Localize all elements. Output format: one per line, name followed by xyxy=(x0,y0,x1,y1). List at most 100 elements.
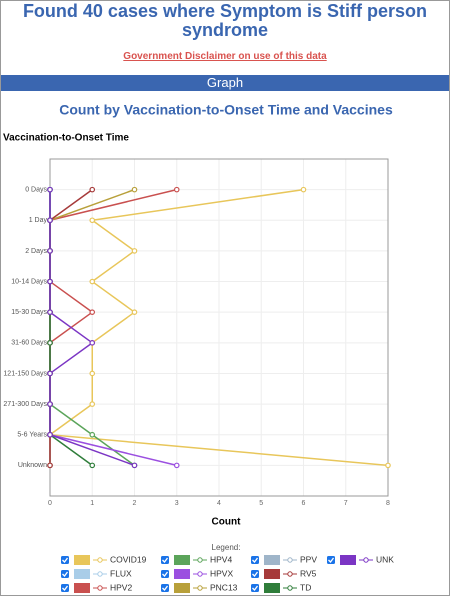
point xyxy=(385,462,391,469)
legend-label: COVID19 xyxy=(110,554,147,564)
legend-checkbox[interactable] xyxy=(61,584,69,592)
legend-swatch xyxy=(264,583,280,593)
legend-swatch xyxy=(264,555,280,565)
legend-label: HPV2 xyxy=(110,582,132,592)
legend-swatch xyxy=(74,583,90,593)
point xyxy=(89,217,96,224)
legend-checkbox[interactable] xyxy=(251,570,259,578)
legend-checkbox[interactable] xyxy=(161,584,169,592)
checkmark xyxy=(162,557,169,563)
x-tick-label: 3 xyxy=(175,500,179,507)
x-tick-label: 8 xyxy=(386,500,390,507)
y-tick-label: 31-60 Days xyxy=(11,340,47,347)
legend-label: TD xyxy=(300,582,311,592)
point xyxy=(131,462,138,469)
legend-title: Legend: xyxy=(212,543,241,552)
y-tick-label: 121-150 Days xyxy=(3,370,47,377)
checkmark xyxy=(62,585,69,591)
x-tick-label: 0 xyxy=(48,500,52,507)
legend-checkbox[interactable] xyxy=(161,556,169,564)
point xyxy=(47,186,53,193)
legend-label: RV5 xyxy=(300,568,317,578)
point xyxy=(89,431,96,438)
legend-label: PNC13 xyxy=(210,582,238,592)
point xyxy=(47,248,53,254)
legend-marker xyxy=(97,571,103,577)
checkmark xyxy=(62,557,69,563)
point xyxy=(131,186,138,193)
section-bar: Graph xyxy=(1,75,449,91)
chart-title: Count by Vaccination-to-Onset Time and V… xyxy=(59,102,393,118)
checkmark xyxy=(328,557,335,563)
point xyxy=(47,370,53,377)
y-tick-label: 271-300 Days xyxy=(3,401,47,408)
legend-swatch xyxy=(264,569,280,579)
point xyxy=(300,186,307,193)
checkmark xyxy=(252,585,259,591)
legend-marker xyxy=(97,585,103,591)
point xyxy=(89,309,96,315)
point xyxy=(47,217,53,224)
point xyxy=(89,186,96,193)
legend-marker xyxy=(287,557,293,563)
legend-marker xyxy=(197,585,203,591)
point xyxy=(47,462,53,469)
y-tick-label: 5-6 Years xyxy=(17,432,47,439)
point xyxy=(89,401,96,407)
point xyxy=(47,309,53,315)
y-tick-label: 0 Days xyxy=(25,186,47,193)
y-tick-label: 10-14 Days xyxy=(11,278,47,285)
checkmark xyxy=(62,571,69,577)
legend-label: HPV4 xyxy=(210,554,232,564)
disclaimer-link[interactable]: Government Disclaimer on use of this dat… xyxy=(123,51,327,62)
legend-marker xyxy=(287,571,293,577)
legend-swatch xyxy=(74,569,90,579)
x-tick-label: 5 xyxy=(259,500,263,507)
x-axis-label: Count xyxy=(212,517,242,528)
legend-marker xyxy=(97,557,103,563)
series-line xyxy=(49,189,135,467)
legend-checkbox[interactable] xyxy=(327,556,335,564)
point xyxy=(89,462,96,469)
x-tick-label: 4 xyxy=(217,500,221,507)
legend-checkbox[interactable] xyxy=(251,584,259,592)
point xyxy=(131,248,138,254)
y-tick-label: 15-30 Days xyxy=(11,309,47,316)
point xyxy=(173,186,180,193)
legend-label: FLUX xyxy=(110,568,132,578)
legend-checkbox[interactable] xyxy=(61,556,69,564)
checkmark xyxy=(162,585,169,591)
checkmark xyxy=(252,557,259,563)
legend-swatch xyxy=(174,583,190,593)
point xyxy=(131,309,138,315)
point xyxy=(47,278,53,285)
legend-swatch xyxy=(174,569,190,579)
y-tick-label: 1 Day xyxy=(29,217,48,224)
point xyxy=(47,340,53,346)
x-tick-label: 6 xyxy=(302,500,306,507)
legend-checkbox[interactable] xyxy=(251,556,259,564)
legend-swatch xyxy=(174,555,190,565)
y-tick-label: Unknown xyxy=(18,462,47,469)
legend-checkbox[interactable] xyxy=(61,570,69,578)
y-tick-label: 2 Days xyxy=(25,248,47,255)
legend-label: PPV xyxy=(300,554,317,564)
point xyxy=(47,431,53,438)
legend-label: UNK xyxy=(376,554,394,564)
x-tick-label: 2 xyxy=(133,500,137,507)
legend-marker xyxy=(363,557,369,563)
x-tick-label: 7 xyxy=(344,500,348,507)
legend-swatch xyxy=(340,555,356,565)
page-title: Found 40 cases where Symptom is Stiff pe… xyxy=(22,1,428,40)
y-axis-label: Vaccination-to-Onset Time xyxy=(3,133,129,144)
point xyxy=(173,462,180,469)
legend-swatch xyxy=(74,555,90,565)
x-tick-label: 1 xyxy=(90,500,94,507)
legend-marker xyxy=(197,557,203,563)
legend-checkbox[interactable] xyxy=(161,570,169,578)
point xyxy=(89,278,96,285)
point xyxy=(89,340,96,346)
legend-marker xyxy=(197,571,203,577)
